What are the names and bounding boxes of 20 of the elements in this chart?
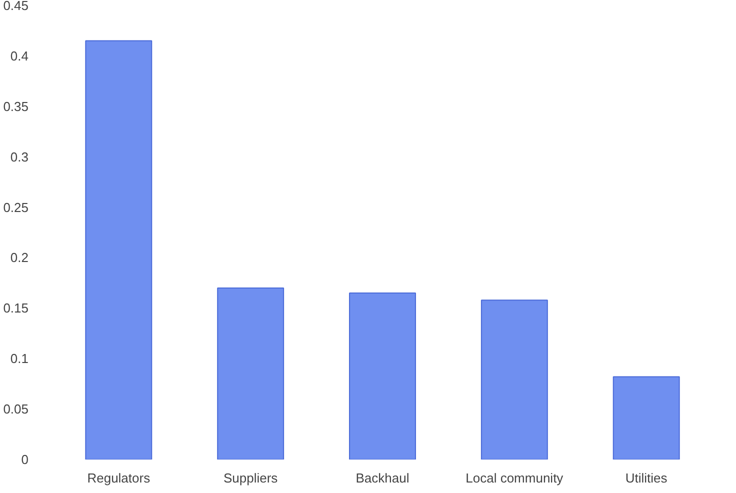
y-tick-label: 0.4 bbox=[10, 48, 29, 64]
y-tick-label: 0.35 bbox=[3, 98, 29, 114]
bar bbox=[612, 376, 680, 460]
x-tick-label: Regulators bbox=[87, 470, 151, 486]
y-tick-label: 0.1 bbox=[10, 351, 29, 366]
y-tick-label: 0.25 bbox=[3, 200, 29, 215]
y-tick-label: 0.2 bbox=[10, 250, 29, 266]
y-tick-label: 0.3 bbox=[10, 149, 29, 164]
x-tick-label: Local community bbox=[466, 470, 564, 486]
bar bbox=[217, 287, 284, 460]
x-tick-label: Backhaul bbox=[356, 470, 410, 486]
y-tick-label: 0 bbox=[21, 452, 29, 467]
y-tick-label: 0.45 bbox=[3, 0, 29, 13]
x-tick-label: Utilities bbox=[625, 470, 668, 486]
x-tick-label: Suppliers bbox=[223, 470, 278, 486]
bar bbox=[85, 40, 152, 460]
y-tick-label: 0.15 bbox=[3, 300, 29, 316]
bar bbox=[349, 292, 416, 460]
bar bbox=[480, 300, 548, 460]
y-tick-label: 0.05 bbox=[3, 402, 29, 417]
